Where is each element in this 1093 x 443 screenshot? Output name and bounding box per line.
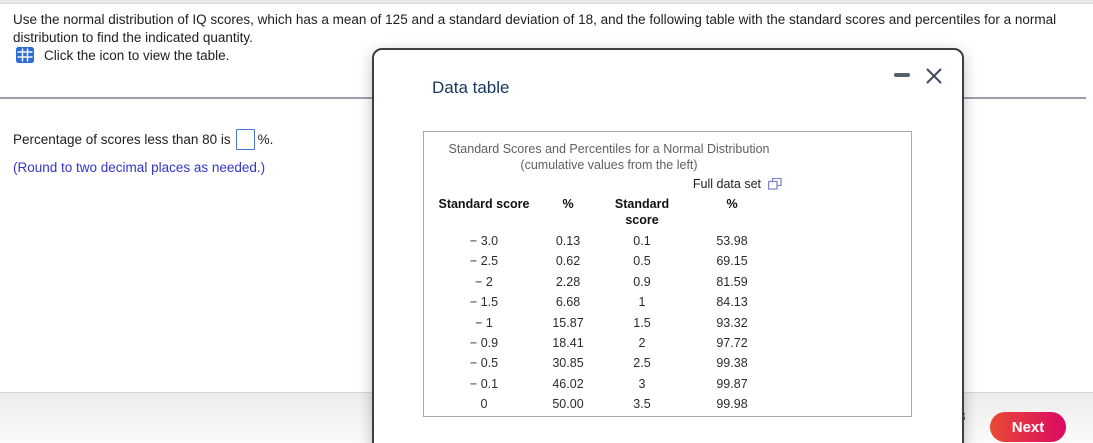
table-title-line1: Standard Scores and Percentiles for a No…: [448, 142, 770, 156]
table-cell: 81.59: [716, 274, 748, 289]
table-cell: 3: [638, 376, 646, 391]
next-button[interactable]: Next: [990, 412, 1066, 442]
table-cell: 93.32: [716, 315, 748, 330]
table-cell: 99.98: [716, 397, 748, 412]
table-cell: 99.87: [716, 376, 748, 391]
table-cell: 53.98: [716, 234, 748, 248]
modal-title: Data table: [432, 78, 510, 97]
round-note: (Round to two decimal places as needed.): [13, 160, 266, 175]
table-box: Standard Scores and Percentiles for a No…: [423, 131, 912, 417]
header-standard-score-2: Standard score: [614, 197, 670, 227]
table-row: − 0.1 46.02 3 99.87: [434, 374, 782, 394]
answer-suffix-text: %.: [257, 132, 274, 148]
table-cell: 0.13: [555, 234, 581, 248]
top-divider: [0, 0, 1093, 4]
table-cell: 84.13: [716, 295, 748, 310]
table-cell: − 3.0: [469, 234, 499, 248]
full-data-set-label: Full data set: [692, 177, 761, 191]
full-data-set-link[interactable]: Full data set: [434, 177, 784, 191]
question-prompt: Use the normal distribution of IQ scores…: [13, 12, 1057, 45]
table-cell: − 1.5: [469, 295, 499, 310]
table-cell: 97.72: [716, 336, 748, 351]
table-row: 0 50.00 3.5 99.98: [434, 394, 782, 414]
table-cell: 0.9: [633, 274, 651, 289]
table-cell: 3.5: [633, 397, 651, 412]
close-button[interactable]: [919, 62, 949, 90]
table-cell: 0: [480, 397, 488, 412]
close-icon: [926, 68, 942, 84]
table-row: − 1.5 6.68 1 84.13: [434, 292, 782, 312]
table-cell: 6.68: [555, 295, 581, 310]
table-row: − 3.0 0.13 0.1 53.98: [434, 231, 782, 251]
table-cell: 69.15: [716, 254, 748, 269]
table-cell: 2: [638, 336, 646, 351]
table-cell: 99.38: [716, 356, 748, 371]
table-cell: − 2.5: [469, 254, 499, 269]
table-cell: 2.28: [555, 274, 581, 289]
table-cell: 0.5: [633, 254, 651, 269]
table-cell: − 1: [475, 315, 493, 330]
table-title-line2: (cumulative values from the left): [520, 158, 698, 172]
view-table-icon[interactable]: [16, 47, 34, 63]
header-percent-2: %: [726, 197, 738, 211]
table-cell: − 2: [475, 274, 493, 289]
answer-input[interactable]: [235, 129, 255, 150]
data-table-modal: Data table Standard Scores and Percentil…: [372, 48, 964, 443]
table-cell: 15.87: [552, 315, 584, 330]
table-cell: 50.00: [552, 397, 584, 412]
minimize-icon: [894, 72, 910, 78]
table-row: − 0.9 18.41 2 97.72: [434, 333, 782, 353]
table-cell: 18.41: [552, 336, 584, 351]
table-cell: 0.1: [633, 234, 651, 248]
percentiles-table: Standard score % Standard score % − 3.0 0…: [434, 196, 782, 415]
table-cell: − 0.5: [469, 356, 499, 371]
table-cell: 1: [638, 295, 646, 310]
header-percent-1: %: [562, 197, 574, 211]
table-title: Standard Scores and Percentiles for a No…: [434, 141, 784, 173]
table-cell: 1.5: [633, 315, 651, 330]
table-row: − 1 15.87 1.5 93.32: [434, 313, 782, 333]
table-cell: 46.02: [552, 376, 584, 391]
table-header-row: Standard score % Standard score %: [434, 196, 782, 231]
open-full-data-icon: [768, 178, 782, 190]
table-row: − 0.5 30.85 2.5 99.38: [434, 353, 782, 373]
table-row: − 2 2.28 0.9 81.59: [434, 272, 782, 292]
table-cell: 2.5: [633, 356, 651, 371]
answer-prefix-text: Percentage of scores less than 80 is: [13, 132, 231, 148]
table-cell: − 0.1: [469, 376, 499, 391]
table-row: − 2.5 0.62 0.5 69.15: [434, 251, 782, 271]
icon-instruction-text: Click the icon to view the table.: [44, 47, 230, 63]
table-cell: 30.85: [552, 356, 584, 371]
header-standard-score-1: Standard score: [438, 197, 530, 211]
minimize-button[interactable]: [888, 63, 916, 87]
table-cell: − 0.9: [469, 336, 499, 351]
table-cell: 0.62: [555, 254, 581, 269]
